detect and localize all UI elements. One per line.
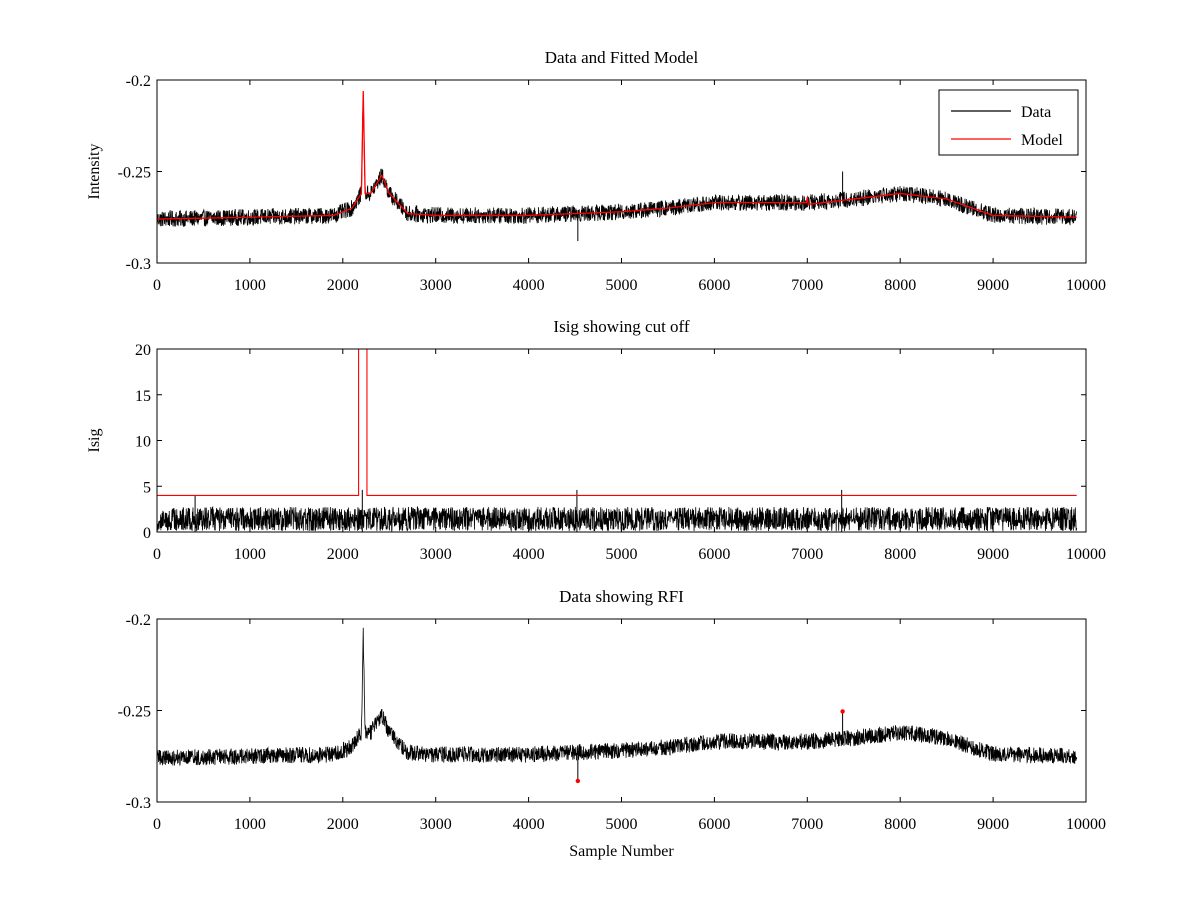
x-tick-label: 4000 [513, 277, 545, 294]
x-tick-label: 1000 [234, 816, 266, 833]
legend-label-model: Model [1021, 132, 1063, 149]
axes-isig-showing-cut-off: Isig showing cut off 0 1000 2000 3000 4000 500… [86, 317, 1106, 563]
y-tick-label: 0 [143, 525, 151, 542]
x-tick-label: 7000 [791, 546, 823, 563]
plot-area [157, 627, 1078, 784]
y-axis-label: Intensity [86, 144, 103, 200]
legend: Data Model [938, 89, 1079, 156]
y-tick-label: 10 [135, 434, 151, 451]
series-line-data [157, 95, 1077, 227]
x-tick-label: 9000 [977, 546, 1009, 563]
x-tick-label: 0 [153, 277, 161, 294]
legend-label-data: Data [1021, 104, 1051, 121]
x-tick-label: 6000 [698, 546, 730, 563]
chart-title: Data and Fitted Model [545, 48, 699, 67]
x-tick-label: 5000 [606, 816, 638, 833]
chart-title: Isig showing cut off [553, 317, 689, 336]
x-tick-label: 10000 [1066, 277, 1106, 294]
y-tick-label: -0.3 [126, 795, 151, 812]
marker-rfi-0 [575, 778, 581, 784]
x-tick-label: 3000 [420, 546, 452, 563]
x-tick-label: 6000 [698, 816, 730, 833]
series-line-data [157, 627, 1078, 766]
axes-data-showing-rfi: Data showing RFI 0 1000 2000 3000 4000 5000 600… [118, 587, 1106, 860]
marker-rfi-1 [840, 709, 845, 714]
x-tick-label: 10000 [1066, 816, 1106, 833]
y-tick-label: 5 [143, 479, 151, 496]
x-tick-label: 7000 [791, 816, 823, 833]
y-tick-label: -0.2 [126, 73, 151, 90]
x-tick-label: 3000 [420, 816, 452, 833]
x-tick-label: 1000 [234, 277, 266, 294]
y-tick-label: -0.25 [118, 704, 151, 721]
series-line-isig [157, 505, 1078, 532]
y-tick-label: -0.25 [118, 165, 151, 182]
x-tick-label: 8000 [884, 816, 916, 833]
y-tick-label: 15 [135, 388, 151, 405]
x-tick-label: 3000 [420, 277, 452, 294]
x-tick-label: 5000 [606, 277, 638, 294]
x-tick-label: 4000 [513, 546, 545, 563]
x-tick-label: 0 [153, 546, 161, 563]
x-axis-label: Sample Number [569, 843, 674, 860]
x-tick-label: 1000 [234, 546, 266, 563]
x-tick-label: 2000 [327, 816, 359, 833]
x-tick-label: 7000 [791, 277, 823, 294]
x-tick-label: 9000 [977, 277, 1009, 294]
series-line-cut-off [157, 349, 1077, 496]
y-tick-label: 20 [135, 342, 151, 359]
y-axis-label: Isig [86, 429, 103, 453]
x-tick-label: 6000 [698, 277, 730, 294]
y-tick-label: -0.3 [126, 256, 151, 273]
plot-area [157, 90, 1077, 242]
x-tick-label: 9000 [977, 816, 1009, 833]
x-tick-label: 5000 [606, 546, 638, 563]
x-tick-label: 10000 [1066, 546, 1106, 563]
x-tick-label: 0 [153, 816, 161, 833]
chart-title: Data showing RFI [559, 587, 684, 606]
plot-area [157, 349, 1078, 532]
axes-data-and-fitted-model: Data and Fitted Model 0 1000 2000 3000 4000 50… [86, 48, 1106, 294]
x-tick-label: 2000 [327, 546, 359, 563]
series-line-model [157, 90, 1077, 220]
x-tick-label: 8000 [884, 277, 916, 294]
x-tick-label: 2000 [327, 277, 359, 294]
x-tick-label: 4000 [513, 816, 545, 833]
legend-box [938, 89, 1079, 156]
x-tick-label: 8000 [884, 546, 916, 563]
y-tick-label: -0.2 [126, 612, 151, 629]
